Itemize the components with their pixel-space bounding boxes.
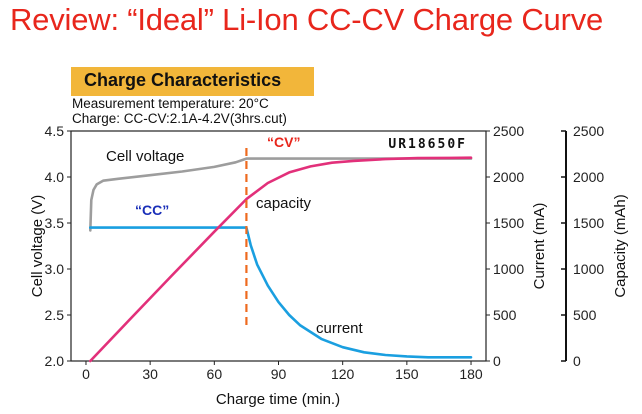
y-current-tick-label: 2500 [493,123,524,139]
y-current-tick-label: 500 [493,307,517,323]
series-current-line [89,226,473,359]
voltage-annotation: Cell voltage [106,148,184,165]
series-cell-voltage-line [89,157,473,232]
x-tick-label: 120 [331,366,355,382]
y-current-tick-label: 0 [493,353,501,369]
chart-title-badge [71,67,314,96]
y-left-tick-label: 3.0 [45,261,65,277]
y-capacity-tick-label: 1000 [573,261,604,277]
y-current-tick-label: 2000 [493,169,524,185]
y-capacity-tick-label: 2500 [573,123,604,139]
y-capacity-tick-label: 500 [573,307,597,323]
y-current-tick-label: 1500 [493,215,524,231]
x-tick-label: 30 [142,366,158,382]
cv-annotation: “CV” [267,134,300,150]
y-left-tick-label: 2.5 [45,307,65,323]
y-left-tick-label: 4.5 [45,123,65,139]
y-capacity-tick-label: 1500 [573,215,604,231]
x-tick-label: 180 [459,366,483,382]
measurement-temperature: Measurement temperature: 20°C [72,96,269,111]
capacity-annotation: capacity [256,195,312,212]
slide-title: Review: “Ideal” Li-Ion CC-CV Charge Curv… [10,2,604,37]
x-tick-label: 90 [271,366,287,382]
x-tick-label: 150 [395,366,419,382]
y-current-tick-label: 1000 [493,261,524,277]
y-axis-label-current: Current (mA) [531,203,548,290]
y-capacity-tick-label: 2000 [573,169,604,185]
plot-frame [70,130,487,362]
series-capacity-line [89,156,473,363]
x-tick-label: 60 [207,366,223,382]
y-capacity-tick-label: 0 [573,353,581,369]
x-tick-label: 0 [82,366,90,382]
y-axis-label-left: Cell voltage (V) [29,195,46,298]
y-left-tick-label: 4.0 [45,169,65,185]
chart-title: Charge Characteristics [84,70,282,90]
x-axis-label: Charge time (min.) [216,391,340,408]
current-annotation: current [316,320,364,337]
y-axis-label-capacity: Capacity (mAh) [612,194,629,297]
y-left-tick-label: 2.0 [45,353,65,369]
cc-annotation: “CC” [135,202,169,218]
charge-condition: Charge: CC-CV:2.1A-4.2V(3hrs.cut) [72,111,287,126]
y-left-tick-label: 3.5 [45,215,65,231]
model-label: UR18650F [388,137,467,152]
